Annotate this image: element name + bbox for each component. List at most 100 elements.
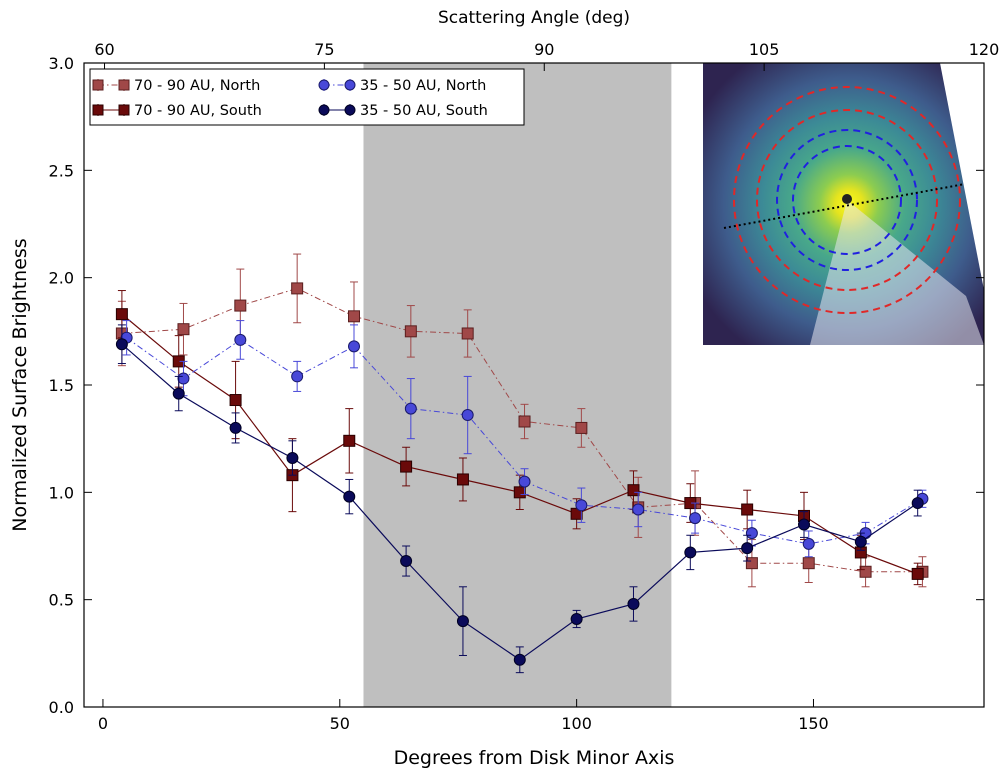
plot-area — [115, 63, 929, 707]
data-point — [859, 565, 872, 578]
legend-label: 70 - 90 AU, South — [134, 103, 262, 119]
data-point — [229, 394, 242, 407]
data-point — [798, 518, 810, 531]
top-axis-label: Scattering Angle (deg) — [438, 8, 630, 28]
legend-marker — [92, 79, 104, 91]
legend-label: 35 - 50 AU, North — [360, 78, 486, 94]
data-point — [348, 340, 360, 353]
data-point — [518, 475, 531, 488]
x-axis-label: Degrees from Disk Minor Axis — [394, 747, 675, 769]
data-point — [177, 372, 190, 385]
data-point — [802, 557, 815, 570]
data-point — [513, 653, 526, 666]
data-point — [291, 370, 304, 383]
inset-white-corner — [940, 63, 984, 290]
data-point — [911, 567, 924, 580]
ring-inner-1 — [776, 129, 918, 271]
data-point — [400, 555, 413, 568]
series-4 — [115, 324, 924, 674]
inset-masked-wedge — [810, 200, 984, 345]
data-point — [172, 387, 185, 400]
data-point — [400, 460, 413, 473]
legend-item: 35 - 50 AU, South — [318, 103, 488, 119]
legend-item: 70 - 90 AU, North — [92, 78, 260, 94]
y-tick-label: 0.0 — [49, 698, 74, 717]
legend: 70 - 90 AU, North 35 - 50 AU, North 70 - 9… — [89, 68, 525, 126]
data-point — [518, 415, 531, 428]
legend-marker — [344, 104, 356, 116]
data-point — [802, 537, 815, 550]
data-point — [570, 612, 583, 625]
data-point — [575, 421, 588, 434]
x-tick-label: 100 — [561, 714, 592, 733]
y-tick-label: 2.0 — [49, 269, 74, 288]
legend-marker — [118, 104, 130, 116]
y-tick-label: 0.5 — [49, 591, 74, 610]
axes: 0 50 100 150 0.0 0.5 1.0 1.5 2.0 2.5 3.0 60 75 90 105 1… — [49, 40, 1000, 733]
data-point — [404, 402, 417, 415]
ring-outer-1 — [733, 86, 961, 314]
data-point — [854, 535, 867, 548]
data-point — [343, 490, 356, 503]
top-x-tick-label: 105 — [749, 40, 780, 59]
data-point — [461, 409, 474, 422]
legend-marker — [318, 79, 330, 91]
data-point — [404, 325, 417, 338]
x-tick-label: 0 — [98, 714, 108, 733]
y-tick-label: 2.5 — [49, 161, 74, 180]
data-point — [348, 310, 360, 323]
data-point — [513, 486, 526, 499]
ring-inner-2 — [792, 145, 902, 255]
inset-star — [842, 194, 852, 204]
data-point — [684, 546, 697, 559]
data-point — [234, 299, 247, 312]
inset-rings — [733, 86, 961, 314]
legend-label: 35 - 50 AU, South — [360, 103, 488, 119]
legend-item: 70 - 90 AU, South — [92, 103, 262, 119]
data-point — [291, 282, 304, 295]
legend-marker — [92, 104, 104, 116]
legend-marker — [118, 79, 130, 91]
data-point — [234, 333, 247, 346]
data-point — [177, 323, 190, 336]
y-tick-label: 1.5 — [49, 376, 74, 395]
x-tick-label: 50 — [330, 714, 350, 733]
series-line — [121, 287, 923, 573]
legend-item: 35 - 50 AU, North — [318, 78, 486, 94]
data-point — [575, 499, 588, 512]
data-point — [632, 503, 645, 516]
data-point — [115, 308, 128, 321]
ring-outer-2 — [756, 109, 938, 291]
data-point — [689, 512, 702, 525]
data-point — [115, 338, 128, 351]
data-point — [745, 557, 758, 570]
inset-image — [703, 63, 984, 345]
y-tick-label: 1.0 — [49, 483, 74, 502]
data-point — [741, 503, 754, 516]
data-point — [627, 597, 640, 610]
x-tick-label: 150 — [798, 714, 829, 733]
legend-marker — [344, 79, 356, 91]
y-tick-label: 3.0 — [49, 54, 74, 73]
data-point — [456, 615, 469, 628]
top-x-tick-label: 120 — [969, 40, 1000, 59]
data-point — [456, 473, 469, 486]
data-point — [286, 451, 299, 464]
data-point — [343, 434, 356, 447]
legend-box — [89, 68, 525, 126]
top-x-tick-label: 90 — [534, 40, 554, 59]
data-point — [461, 327, 474, 340]
shaded-region — [363, 63, 672, 707]
data-point — [911, 497, 924, 510]
legend-marker — [318, 104, 330, 116]
series-layer — [115, 253, 929, 674]
data-point — [229, 421, 242, 434]
top-x-tick-label: 75 — [314, 40, 334, 59]
inset-minor-axis-line — [723, 183, 966, 229]
data-point — [745, 527, 758, 540]
series-3 — [120, 320, 929, 558]
data-point — [627, 484, 640, 497]
top-x-tick-label: 60 — [94, 40, 114, 59]
y-axis-label: Normalized Surface Brightness — [9, 238, 31, 531]
